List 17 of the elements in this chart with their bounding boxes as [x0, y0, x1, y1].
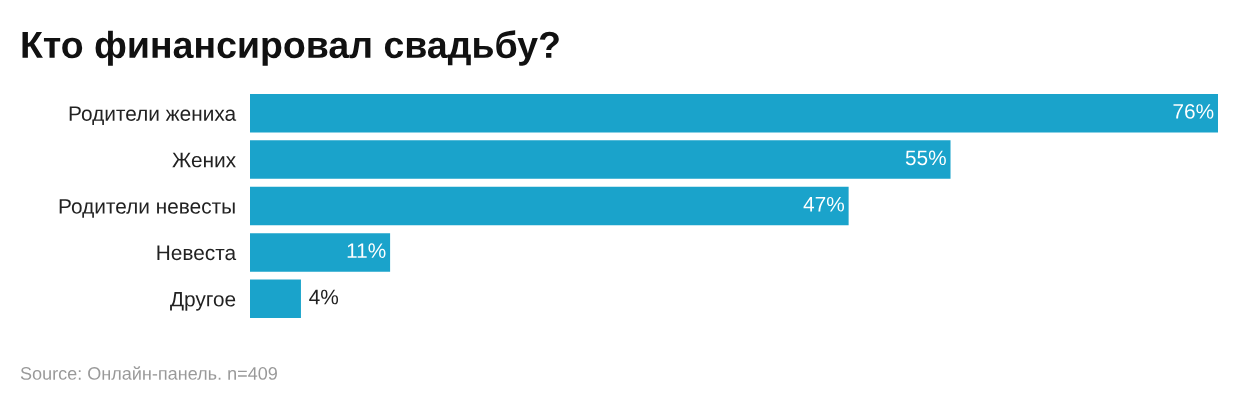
data-label: 55% [905, 150, 946, 166]
bar [250, 140, 951, 179]
bar [250, 93, 1218, 133]
data-label: 4% [309, 289, 339, 305]
y-tick-label: Жених [172, 152, 236, 168]
bar [250, 233, 391, 272]
source-note: Source: Онлайн-панель. n=409 [20, 366, 277, 380]
y-tick-label: Другое [170, 292, 236, 311]
y-tick-label: Невеста [157, 245, 237, 261]
data-label: 47% [803, 196, 845, 212]
chart-title: Кто финансировал свадьбу? [22, 30, 559, 66]
y-tick-label: Родители невесты [59, 199, 235, 218]
y-tick-label: Родители жениха [69, 106, 237, 125]
bar [250, 186, 849, 226]
bar [250, 279, 301, 319]
data-label: 11% [347, 243, 386, 258]
data-label: 76% [1173, 104, 1214, 119]
